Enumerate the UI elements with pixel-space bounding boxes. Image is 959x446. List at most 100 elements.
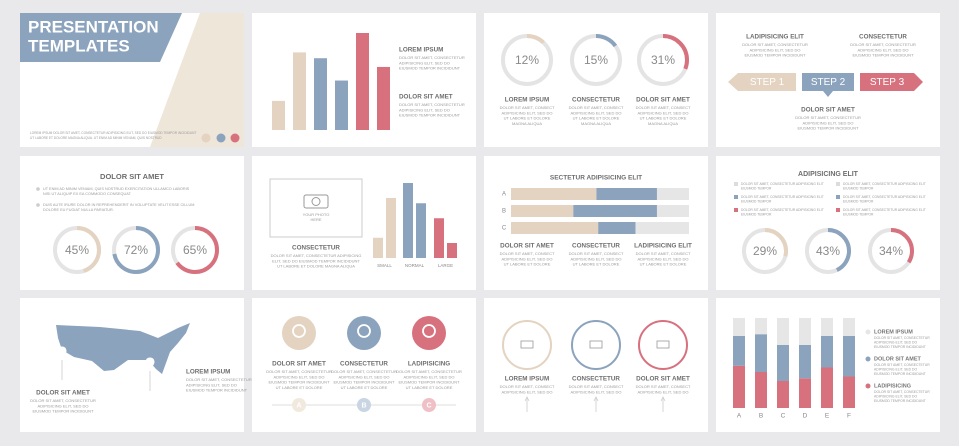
percent-label: 65% [183, 243, 207, 257]
bar-segment [635, 222, 689, 234]
icon [589, 340, 603, 349]
body-text: ADIPISICING ELIT, SED DO [803, 120, 854, 125]
body-text: EIUSMOD TEMPOR [843, 212, 874, 216]
step-label: STEP 3 [870, 77, 905, 88]
bar-segment [511, 222, 599, 234]
donut-arc [868, 228, 914, 274]
heading: DOLOR SIT AMET [100, 172, 164, 181]
bar [377, 66, 390, 130]
bar-segment [596, 188, 657, 200]
slide [20, 298, 244, 432]
body-text: ADIPISICING ELIT, SED DO [874, 394, 918, 398]
step-arrow [802, 73, 854, 97]
bar [272, 100, 285, 130]
legend-dot [865, 329, 871, 335]
body-text: DOLOR SIT AMET, CONSECTETUR ADIPISICING … [843, 182, 926, 186]
heading: DOLOR SIT AMET [399, 94, 453, 101]
category-label: C [781, 413, 786, 420]
body-text: ADIPISICING ELIT, SED DO [502, 256, 553, 261]
body-text: NISI UT ALIQUIP EX EA COMMODO CONSEQUAT. [43, 192, 131, 196]
bar-segment [573, 205, 657, 217]
body-text: ADIPISICING ELIT, SED DO [750, 47, 801, 52]
letter-label: B [361, 402, 366, 409]
heading: LOREM IPSUM [399, 47, 443, 54]
body-text: UT LABORE ET DOLORE MAGNA ALIQUA [277, 264, 355, 269]
body-text: UT LABORE ET DOLORE [504, 262, 551, 267]
body-text: UT LABORE ET DOLORE MAGNA ALIQUA. UT ENI… [30, 136, 162, 140]
photo-frame [269, 178, 363, 238]
body-text: ADIPISICING ELIT, SED DO [858, 47, 909, 52]
donut-arc [637, 34, 689, 86]
body-text: MAGNA ALIQUA [648, 121, 678, 126]
body-text: ADIPISICING ELIT, SED DO [638, 389, 689, 394]
icon-glyph [357, 324, 371, 338]
bar-segment [733, 318, 745, 336]
body-text: DOLOR SIT AMET, CONSECTETUR [874, 336, 930, 340]
map-pin [57, 346, 67, 360]
category-label: E [825, 413, 830, 420]
bar-segment [777, 381, 789, 408]
body-text: EIUSMOD TEMPOR INCIDIDUNT [874, 345, 926, 349]
body-text: DOLOR SIT AMET, CONSECTETUR [874, 363, 930, 367]
letter-circle [357, 398, 371, 412]
legend-swatch [734, 208, 738, 212]
body-text: UT LABORE ET DOLORE [573, 116, 620, 121]
percent-label: 29% [753, 244, 777, 258]
body-text: EIUSMOD TEMPOR INCIDIDUNT [398, 380, 460, 385]
percent-label: 43% [816, 244, 840, 258]
bar-segment [656, 188, 689, 200]
category-label: B [502, 209, 506, 215]
body-text: DOLOR SIT AMET, CONSECTETUR [399, 102, 465, 107]
body-text: DOLOR SIT AMET, CONSECTETUR [266, 369, 332, 374]
body-text: ADIPISICING ELIT, SED DO [502, 389, 553, 394]
category-label: D [803, 413, 808, 420]
body-text: DOLOR SIT AMET, CONSECT [500, 251, 555, 256]
category-label: LARGE [438, 263, 453, 268]
letter-circle [422, 398, 436, 412]
heading: LOREM IPSUM [505, 376, 549, 383]
heading: CONSECTETUR [292, 245, 340, 252]
donut-arc [570, 34, 622, 86]
bar [416, 203, 426, 258]
arrow-head [593, 396, 599, 402]
bar-segment [821, 318, 833, 336]
camera-lens [311, 197, 321, 206]
body-text: DOLOR SIT AMET, CONSECTETUR [331, 369, 397, 374]
body-text: DUIS AUTE IRURE DOLOR IN REPREHENDERIT I… [43, 203, 194, 207]
icon [216, 133, 226, 143]
bar [373, 237, 383, 258]
heading: LADIPISICING ELIT [746, 34, 804, 41]
body-text: DOLOR SIT AMET, CONSECT [500, 105, 555, 110]
icon [201, 133, 211, 143]
body-text: DOLOR SIT AMET, CONSECTETUR ADIPISICING … [741, 208, 824, 212]
body-text: DOLOR SIT AMET, CONSECTETUR ADIPISICING … [741, 195, 824, 199]
body-text: DOLOR SIT AMET, CONSECT [636, 384, 691, 389]
step-arrow [860, 73, 923, 91]
legend-swatch [734, 182, 738, 186]
body-text: DOLOR SIT AMET, CONSECTETUR [30, 398, 96, 403]
body-text: ADIPISICING ELIT, SED DO [502, 110, 553, 115]
arrow-head [524, 396, 530, 402]
bar-segment [821, 367, 833, 408]
title-band-light [150, 13, 244, 147]
bar-segment [755, 334, 767, 372]
bar-segment [733, 365, 745, 408]
body-text: DOLOR SIT AMET, CONSECTETUR [874, 390, 930, 394]
body-text: ADIPISICING ELIT, SED DO [399, 60, 450, 65]
body-text: MAGNA ALIQUA [512, 121, 542, 126]
body-text: UT ENIM AD MINIM VENIAM, QUIS NOSTRUD EX… [43, 187, 190, 191]
heading: DOLOR SIT AMET [636, 376, 690, 383]
body-text: EIUSMOD TEMPOR [741, 212, 772, 216]
bar [403, 183, 413, 258]
body-text: DOLOR SIT AMET, CONSECT [569, 384, 624, 389]
body-text: EIUSMOD TEMPOR [741, 199, 772, 203]
letter-label: C [426, 402, 431, 409]
body-text: ADIPISICING ELIT, SED DO [38, 403, 89, 408]
body-text: UT LABORE ET DOLORE [640, 262, 687, 267]
ring [502, 320, 552, 370]
body-text: EIUSMOD TEMPOR INCIDIDUNT [399, 66, 461, 71]
title: TEMPLATES [28, 36, 130, 55]
body-text: EIUSMOD TEMPOR INCIDIDUNT [874, 372, 926, 376]
donut-arc [742, 228, 788, 274]
